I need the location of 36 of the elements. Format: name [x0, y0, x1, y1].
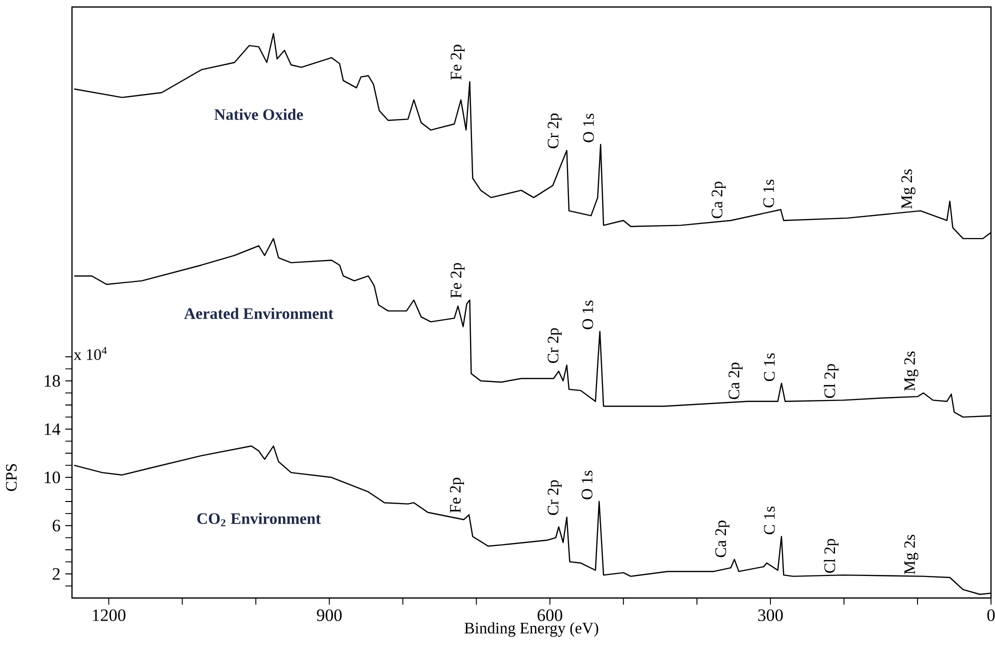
y-axis-title: CPS: [6, 464, 17, 491]
annotation: Ca 2p: [728, 362, 743, 400]
x-tick-label: 0: [987, 609, 995, 622]
annotation: Fe 2p: [450, 478, 464, 513]
annotation: Fe 2p: [450, 44, 465, 80]
x-tick-label: 600: [538, 609, 562, 622]
x-axis-title: Binding Energy (eV): [464, 622, 598, 637]
annotation: Mg 2s: [901, 169, 916, 209]
x-tick-label: 900: [316, 609, 342, 622]
annotation: x 10$^{4}$: [74, 347, 107, 360]
text: Aerated Environment: [184, 308, 334, 319]
y-tick-label: 2: [52, 568, 60, 580]
annotation: C 1s: [764, 353, 775, 382]
x-tick-label: 300: [758, 609, 783, 622]
annotation: Mg 2s: [904, 534, 918, 574]
annotation: Fe 2p: [450, 263, 465, 298]
text: Native Oxide: [214, 108, 303, 120]
text: CO$_{2}$ Environment: [197, 512, 321, 526]
annotation: Cl 2p: [824, 538, 838, 573]
annotation: C 1s: [763, 180, 774, 208]
annotation: Cr 2p: [548, 114, 562, 148]
annotation: Ca 2p: [712, 182, 726, 218]
annotation: Cr 2p: [548, 480, 562, 515]
y-tick-label: 6: [52, 520, 60, 532]
annotation: Cl 2p: [824, 364, 838, 398]
annotation: Mg 2s: [904, 352, 918, 391]
annotation: O 1s: [582, 470, 592, 500]
x-tick-label: 1200: [92, 609, 126, 622]
annotation: O 1s: [583, 114, 594, 142]
annotation: O 1s: [582, 300, 594, 330]
y-tick-label: 14: [44, 423, 60, 435]
y-tick-label: 18: [44, 375, 60, 387]
y-tick-label: 10: [44, 472, 60, 484]
annotation: Cr 2p: [548, 328, 562, 363]
annotation: C 1s: [764, 506, 775, 534]
annotation: Ca 2p: [715, 520, 730, 558]
